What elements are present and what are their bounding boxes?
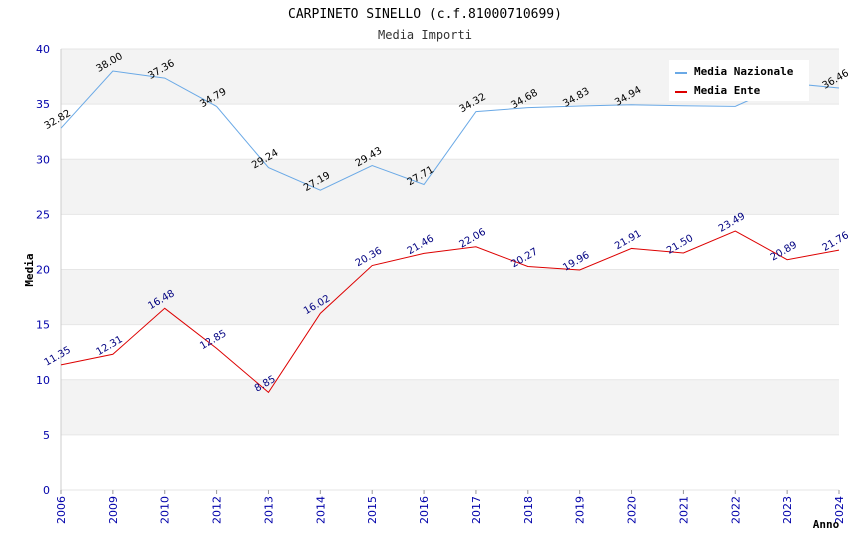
legend-label-media-nazionale: Media Nazionale [694,65,794,78]
grid-band [61,269,839,325]
x-tick-label: 2014 [314,496,327,524]
x-tick-label: 2009 [107,496,120,524]
x-tick-label: 2010 [159,496,172,524]
x-tick-label: 2018 [522,496,535,524]
y-tick-label: 15 [36,319,50,332]
y-axis-ticks: 0 5 10 15 20 25 30 35 40 [36,43,50,497]
grid-band [61,159,839,215]
chart-subtitle: Media Importi [378,28,472,42]
y-tick-label: 10 [36,374,50,387]
y-tick-label: 5 [43,429,50,442]
x-tick-label: 2017 [470,496,483,524]
x-tick-label: 2006 [55,496,68,524]
y-tick-label: 30 [36,153,50,166]
x-tick-label: 2022 [729,496,742,524]
x-tick-label: 2012 [211,496,224,524]
grid-band [61,324,839,380]
x-tick-label: 2013 [262,496,275,524]
grid-bands [60,48,839,491]
x-tick-label: 2021 [677,496,690,524]
x-tick-label: 2024 [833,496,846,524]
legend: Media Nazionale Media Ente [669,60,809,101]
legend-box [669,60,809,101]
series-lines [60,70,840,394]
y-tick-label: 40 [36,43,50,56]
x-axis-ticks: 2006 2009 2010 2012 2013 2014 2015 2016 2017 2018… [55,490,846,524]
grid-band [61,379,839,435]
y-tick-label: 25 [36,208,50,221]
legend-label-media-ente: Media Ente [694,84,761,97]
series-line-0 [60,70,840,191]
x-tick-label: 2015 [366,496,379,524]
x-tick-label: 2016 [418,496,431,524]
y-tick-label: 35 [36,98,50,111]
x-tick-label: 2020 [626,496,639,524]
y-tick-label: 20 [36,264,50,277]
y-axis-label: Media [23,253,36,286]
x-axis-label: Anno [813,518,840,531]
series-line-1 [60,230,840,394]
grid-band [61,434,839,490]
y-tick-label: 0 [43,484,50,497]
chart-title: CARPINETO SINELLO (c.f.81000710699) [288,7,562,22]
grid-band [61,104,839,160]
x-tick-label: 2019 [574,496,587,524]
x-tick-label: 2023 [781,496,794,524]
